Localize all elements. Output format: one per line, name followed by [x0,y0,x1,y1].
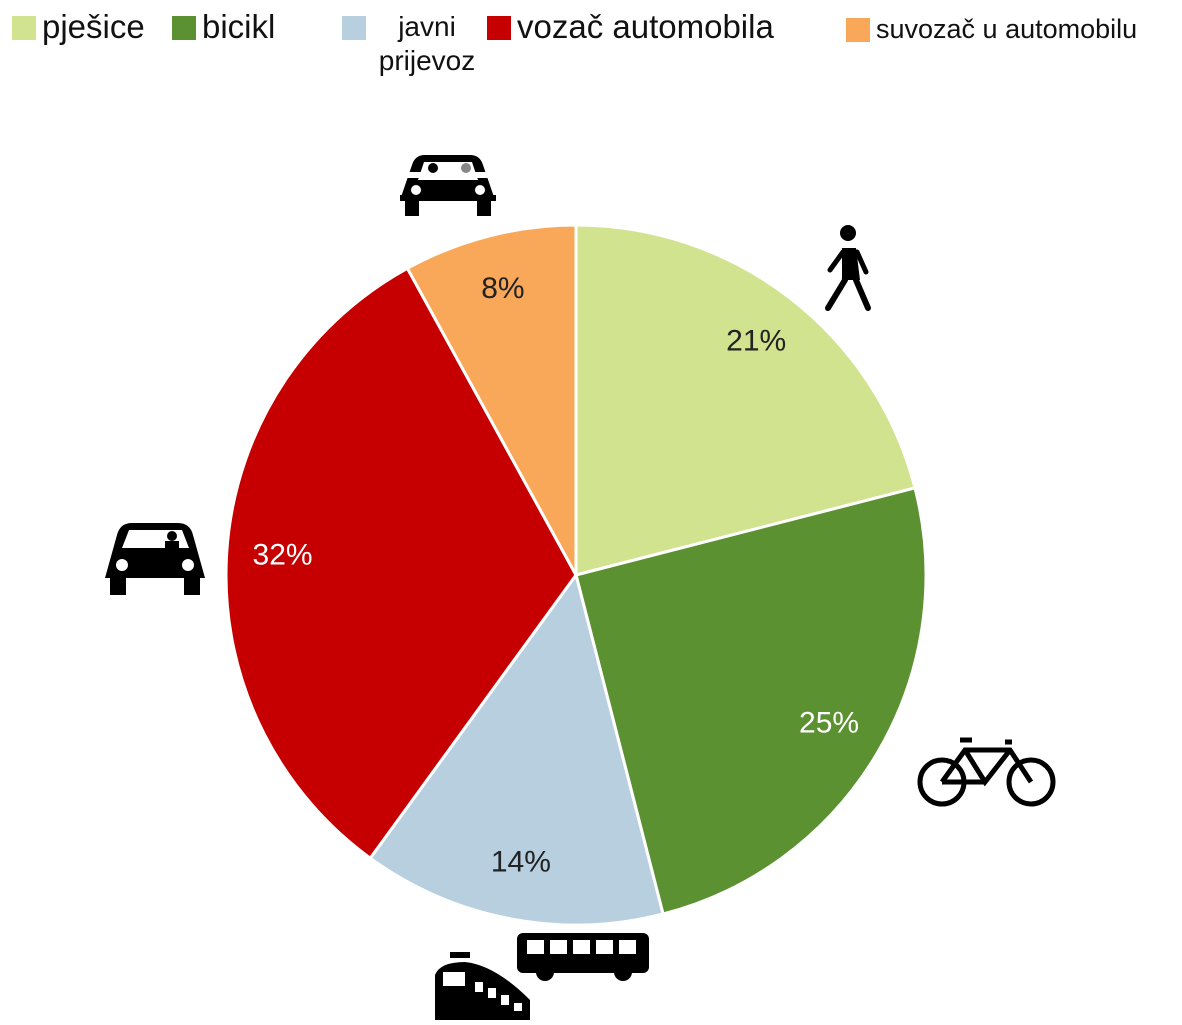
data-label: 14% [491,846,551,879]
legend-label: bicikl [202,8,276,45]
legend-swatch [172,16,196,40]
legend-label: javni prijevoz [378,11,476,76]
pie-slice [574,223,917,577]
pie-slice [405,223,578,576]
legend-label: pješice [42,8,145,45]
legend-item: vozač automobila [487,10,774,44]
data-label: 25% [799,707,859,740]
legend-label: suvozač u automobilu [876,14,1138,44]
legend-label: vozač automobila [517,8,774,45]
icon-bus [517,933,649,981]
legend-item: bicikl [172,10,275,44]
data-label: 21% [726,325,786,358]
pie-slice [368,571,665,927]
legend-item: javni prijevoz [342,10,482,78]
pie-slice [224,266,578,861]
data-label: 32% [253,538,313,571]
icon-train [435,952,530,1020]
pie: 21% 25% 14% 32% 8% [224,223,928,927]
data-label: 8% [481,272,524,305]
icon-bicycle [917,737,1056,807]
legend-swatch [342,16,366,40]
legend-item: pješice [12,10,145,44]
icon-pedestrian [825,225,871,311]
icon-driver-car [105,523,205,595]
legend-swatch [487,16,511,40]
legend-swatch [846,18,870,42]
legend-swatch [12,16,36,40]
icon-passenger-car [400,155,496,216]
pie-slice [574,486,928,916]
legend-item: suvozač u automobilu [846,12,1137,46]
